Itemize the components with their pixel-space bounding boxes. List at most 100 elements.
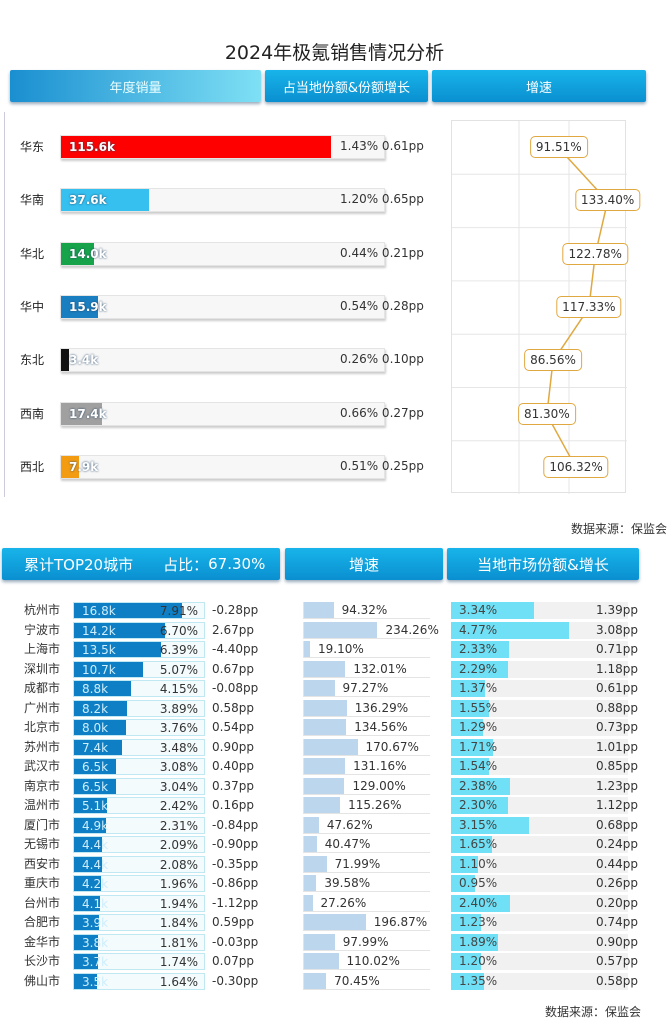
growth-bar — [304, 894, 313, 911]
market-label: 1.54% — [459, 759, 498, 773]
market-track: 4.77% — [451, 621, 628, 639]
market-label: 4.77% — [459, 622, 498, 637]
share-value: 0.51% 0.25pp — [340, 458, 424, 473]
sales-track: 3.7k 1.74% — [73, 953, 205, 970]
growth-track: 134.56% — [303, 719, 430, 736]
market-change: 0.44pp — [596, 856, 638, 871]
market-change: 1.23pp — [596, 778, 638, 793]
growth-track: 115.26% — [303, 797, 430, 814]
growth-label: 86.56% — [524, 349, 582, 372]
growth-bar — [304, 719, 347, 735]
share-label: 2.42% — [159, 799, 198, 813]
city-label: 重庆市 — [24, 876, 61, 890]
share-label: 1.74% — [159, 955, 198, 969]
market-track: 2.30% — [451, 797, 628, 814]
bar-label: 14.0k — [69, 246, 107, 261]
growth-label: 39.58% — [324, 876, 371, 890]
growth-track: 170.67% — [303, 738, 430, 756]
sales-label: 6.5k — [82, 779, 109, 794]
growth-track: 97.27% — [303, 680, 430, 697]
market-track: 1.71% — [451, 738, 628, 756]
sales-bar — [74, 778, 116, 794]
market-track: 2.38% — [451, 777, 628, 795]
market-bar — [451, 621, 570, 639]
market-change: 0.20pp — [596, 895, 638, 910]
city-label: 杭州市 — [24, 603, 61, 617]
share-change: 0.59pp — [212, 915, 254, 929]
sales-track: 3.8k 1.81% — [73, 933, 205, 951]
share-label: 3.76% — [159, 721, 198, 735]
market-bar — [451, 680, 485, 697]
city-label: 台州市 — [24, 895, 61, 910]
market-bar — [451, 660, 508, 678]
share-label: 3.48% — [159, 740, 198, 755]
market-bar — [451, 836, 492, 853]
divider — [4, 112, 5, 497]
sales-track: 3.9k 1.84% — [73, 914, 205, 931]
tab-growth[interactable]: 增速 — [432, 70, 646, 102]
growth-bar — [304, 680, 335, 696]
growth-bar — [304, 953, 339, 969]
bar — [61, 295, 99, 318]
share-change: -0.86pp — [212, 876, 259, 890]
market-label: 2.29% — [459, 661, 498, 676]
market-label: 1.10% — [459, 856, 498, 871]
region-label: 西北 — [20, 459, 45, 474]
market-change: 0.68pp — [596, 817, 638, 832]
share-change: 0.37pp — [212, 778, 254, 793]
share-value: 1.43% 0.61pp — [340, 139, 424, 153]
share-label: 1.94% — [159, 896, 198, 911]
growth-label: 94.32% — [341, 603, 388, 617]
city-label: 苏州市 — [24, 739, 61, 754]
region-label: 华中 — [20, 299, 45, 314]
sales-label: 3.9k — [82, 916, 109, 930]
sales-track: 14.2k 6.70% — [73, 621, 205, 639]
region-label: 华南 — [20, 193, 45, 208]
sales-track: 4.4k 2.08% — [73, 855, 205, 873]
bar — [61, 242, 94, 265]
tab-annual-sales[interactable]: 年度销量 — [10, 70, 261, 102]
growth-track: 39.58% — [303, 875, 430, 892]
sales-track: 8.2k 3.89% — [73, 699, 205, 717]
tab-share[interactable]: 占当地份额&份额增长 — [265, 70, 428, 102]
market-bar — [451, 855, 479, 873]
bar-track: 115.6k — [60, 135, 385, 159]
bar-track: 3.4k — [60, 348, 385, 373]
growth-track: 97.99% — [303, 933, 430, 951]
sales-label: 16.8k — [82, 604, 116, 618]
growth-panel: 91.51% 133.40% 122.78% 117.33% 86.56% 81.30% 1… — [451, 120, 641, 494]
growth-label: 71.99% — [334, 856, 381, 871]
market-bar — [451, 816, 529, 834]
growth-bar — [304, 660, 346, 677]
market-track: 1.37% — [451, 680, 628, 697]
growth-label: 170.67% — [365, 739, 419, 754]
sales-label: 10.7k — [82, 662, 116, 677]
share-change: -0.08pp — [212, 681, 259, 695]
market-track: 2.33% — [451, 641, 628, 658]
share-value: 0.44% 0.21pp — [340, 245, 424, 260]
market-bar — [451, 602, 534, 619]
growth-label: 106.32% — [543, 455, 609, 478]
share-label: 3.89% — [159, 701, 198, 716]
market-change: 0.71pp — [596, 642, 638, 656]
growth-label: 117.33% — [556, 295, 622, 318]
market-track: 1.55% — [451, 699, 628, 717]
growth-bar — [304, 914, 366, 930]
growth-bar — [304, 758, 346, 774]
market-change: 0.85pp — [596, 759, 638, 773]
market-bar — [451, 738, 494, 756]
bar-track: 17.4k — [60, 401, 385, 426]
market-label: 1.23% — [459, 915, 498, 929]
growth-bar — [304, 777, 345, 794]
growth-label: 136.29% — [354, 700, 409, 715]
share-change: 2.67pp — [212, 622, 254, 637]
market-track: 3.34% — [451, 602, 628, 619]
sales-bar — [74, 798, 107, 813]
growth-label: 27.26% — [320, 895, 367, 910]
sales-track: 5.1k 2.42% — [73, 797, 205, 814]
share-label: 4.15% — [159, 682, 198, 696]
sales-track: 13.5k 6.39% — [73, 641, 205, 658]
market-bar — [451, 933, 498, 951]
market-change: 0.88pp — [596, 700, 638, 715]
share-label: 2.08% — [159, 857, 198, 872]
